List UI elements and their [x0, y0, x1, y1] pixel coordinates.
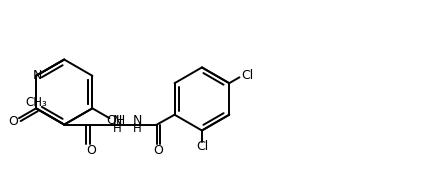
Text: H: H — [113, 122, 122, 135]
Text: Cl: Cl — [241, 69, 253, 82]
Text: H: H — [133, 122, 141, 135]
Text: O: O — [153, 144, 163, 157]
Text: Cl: Cl — [196, 140, 208, 153]
Text: OH: OH — [107, 114, 126, 127]
Text: N: N — [132, 114, 142, 127]
Text: O: O — [86, 144, 96, 157]
Text: N: N — [113, 114, 122, 127]
Text: O: O — [8, 115, 18, 128]
Text: CH₃: CH₃ — [25, 96, 47, 109]
Text: N: N — [32, 69, 42, 82]
